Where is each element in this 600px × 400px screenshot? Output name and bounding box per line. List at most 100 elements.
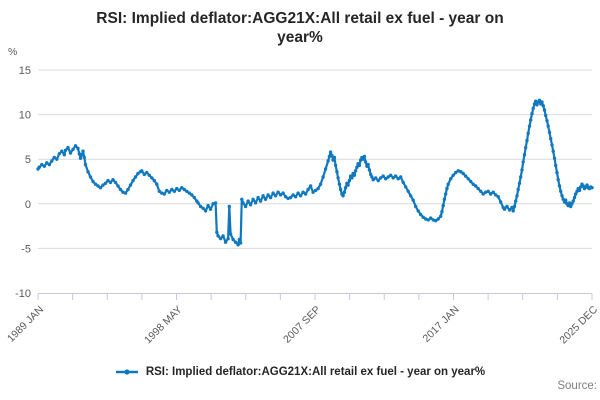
data-point-marker bbox=[187, 191, 191, 195]
y-tick-label: 5 bbox=[25, 154, 31, 166]
data-point-marker bbox=[396, 177, 400, 181]
data-point-marker bbox=[147, 173, 151, 177]
data-point-marker bbox=[401, 180, 405, 185]
legend[interactable]: RSI: Implied deflator:AGG21X:All retail … bbox=[0, 366, 600, 378]
data-point-marker bbox=[308, 184, 313, 188]
data-point-marker bbox=[263, 197, 268, 201]
x-tick-label: 2007 SEP bbox=[281, 304, 323, 346]
legend-series-label: RSI: Implied deflator:AGG21X:All retail … bbox=[145, 366, 486, 378]
data-point-marker bbox=[409, 194, 413, 198]
data-point-marker bbox=[494, 193, 498, 197]
data-point-marker bbox=[555, 170, 559, 175]
data-point-marker bbox=[157, 189, 161, 193]
data-point-marker bbox=[301, 190, 305, 194]
data-point-marker bbox=[421, 215, 425, 219]
y-tick-label: -5 bbox=[21, 243, 31, 255]
data-point-marker bbox=[106, 178, 110, 183]
data-point-marker bbox=[502, 207, 507, 211]
data-point-marker bbox=[491, 190, 495, 194]
data-point-marker bbox=[414, 204, 418, 209]
data-point-marker bbox=[82, 155, 87, 160]
data-point-marker bbox=[318, 182, 323, 186]
data-point-marker bbox=[180, 186, 184, 190]
data-point-marker bbox=[444, 192, 448, 196]
data-point-marker bbox=[529, 118, 533, 122]
data-point-marker bbox=[522, 153, 527, 157]
data-point-marker bbox=[196, 201, 200, 205]
data-point-marker bbox=[198, 204, 203, 209]
y-tick-label: 10 bbox=[19, 110, 31, 122]
data-point-marker bbox=[394, 174, 398, 178]
data-point-marker bbox=[328, 150, 333, 154]
data-point-marker bbox=[374, 176, 378, 180]
data-point-marker bbox=[227, 204, 231, 209]
data-point-marker bbox=[221, 234, 225, 238]
data-point-marker bbox=[93, 182, 98, 186]
data-point-marker bbox=[73, 144, 78, 148]
data-point-marker bbox=[521, 160, 525, 164]
data-point-marker bbox=[258, 199, 263, 203]
data-point-marker bbox=[461, 171, 465, 176]
data-point-marker bbox=[283, 195, 288, 199]
data-point-marker bbox=[190, 193, 194, 197]
data-point-marker bbox=[530, 112, 534, 116]
data-point-marker bbox=[162, 192, 166, 196]
data-point-marker bbox=[552, 156, 557, 160]
y-tick-label: 15 bbox=[19, 65, 31, 77]
data-point-marker bbox=[37, 165, 41, 169]
data-point-marker bbox=[445, 186, 449, 191]
data-point-marker bbox=[113, 180, 118, 185]
data-point-marker bbox=[236, 243, 240, 247]
data-point-marker bbox=[172, 189, 176, 193]
data-point-marker bbox=[559, 189, 563, 193]
data-point-marker bbox=[446, 182, 450, 186]
data-point-marker bbox=[175, 186, 179, 191]
data-point-marker bbox=[155, 182, 159, 186]
data-point-marker bbox=[479, 189, 483, 193]
data-point-marker bbox=[336, 176, 340, 180]
data-point-marker bbox=[96, 184, 100, 188]
data-point-marker bbox=[228, 232, 233, 236]
data-point-marker bbox=[514, 199, 518, 203]
data-point-marker bbox=[213, 201, 218, 205]
data-point-marker bbox=[201, 206, 205, 210]
data-point-marker bbox=[326, 159, 330, 163]
data-point-marker bbox=[570, 202, 574, 206]
data-point-marker bbox=[240, 197, 244, 201]
data-point-marker bbox=[376, 178, 380, 183]
data-point-marker bbox=[116, 184, 120, 188]
data-point-marker bbox=[486, 189, 490, 193]
data-point-marker bbox=[293, 195, 298, 199]
data-point-marker bbox=[525, 138, 529, 143]
data-point-marker bbox=[333, 163, 338, 168]
data-point-marker bbox=[241, 201, 245, 205]
data-point-marker bbox=[278, 193, 283, 197]
data-point-marker bbox=[337, 182, 342, 186]
data-point-marker bbox=[331, 158, 335, 162]
data-point-marker bbox=[512, 204, 517, 209]
data-point-marker bbox=[133, 175, 138, 179]
data-point-marker bbox=[535, 103, 539, 107]
data-point-marker bbox=[391, 176, 395, 180]
data-point-marker bbox=[243, 204, 248, 209]
data-point-marker bbox=[381, 174, 385, 178]
x-tick-label: 2017 JAN bbox=[421, 304, 462, 345]
data-point-marker bbox=[357, 163, 362, 168]
data-point-marker bbox=[590, 186, 594, 190]
data-point-marker bbox=[564, 198, 568, 202]
data-point-marker bbox=[206, 203, 210, 208]
data-point-marker bbox=[237, 237, 241, 242]
data-point-marker bbox=[471, 182, 475, 186]
data-point-marker bbox=[569, 204, 573, 209]
data-point-marker bbox=[152, 178, 156, 183]
data-point-marker bbox=[474, 184, 478, 188]
x-tick-label: 2025 DEC bbox=[557, 303, 600, 346]
chart-title-line2: year% bbox=[277, 29, 323, 46]
data-point-marker bbox=[251, 197, 255, 201]
data-point-marker bbox=[208, 207, 213, 211]
data-point-marker bbox=[86, 170, 90, 174]
data-point-marker bbox=[338, 187, 343, 192]
data-point-marker bbox=[379, 176, 383, 180]
data-point-marker bbox=[355, 165, 359, 169]
data-point-marker bbox=[140, 169, 144, 173]
